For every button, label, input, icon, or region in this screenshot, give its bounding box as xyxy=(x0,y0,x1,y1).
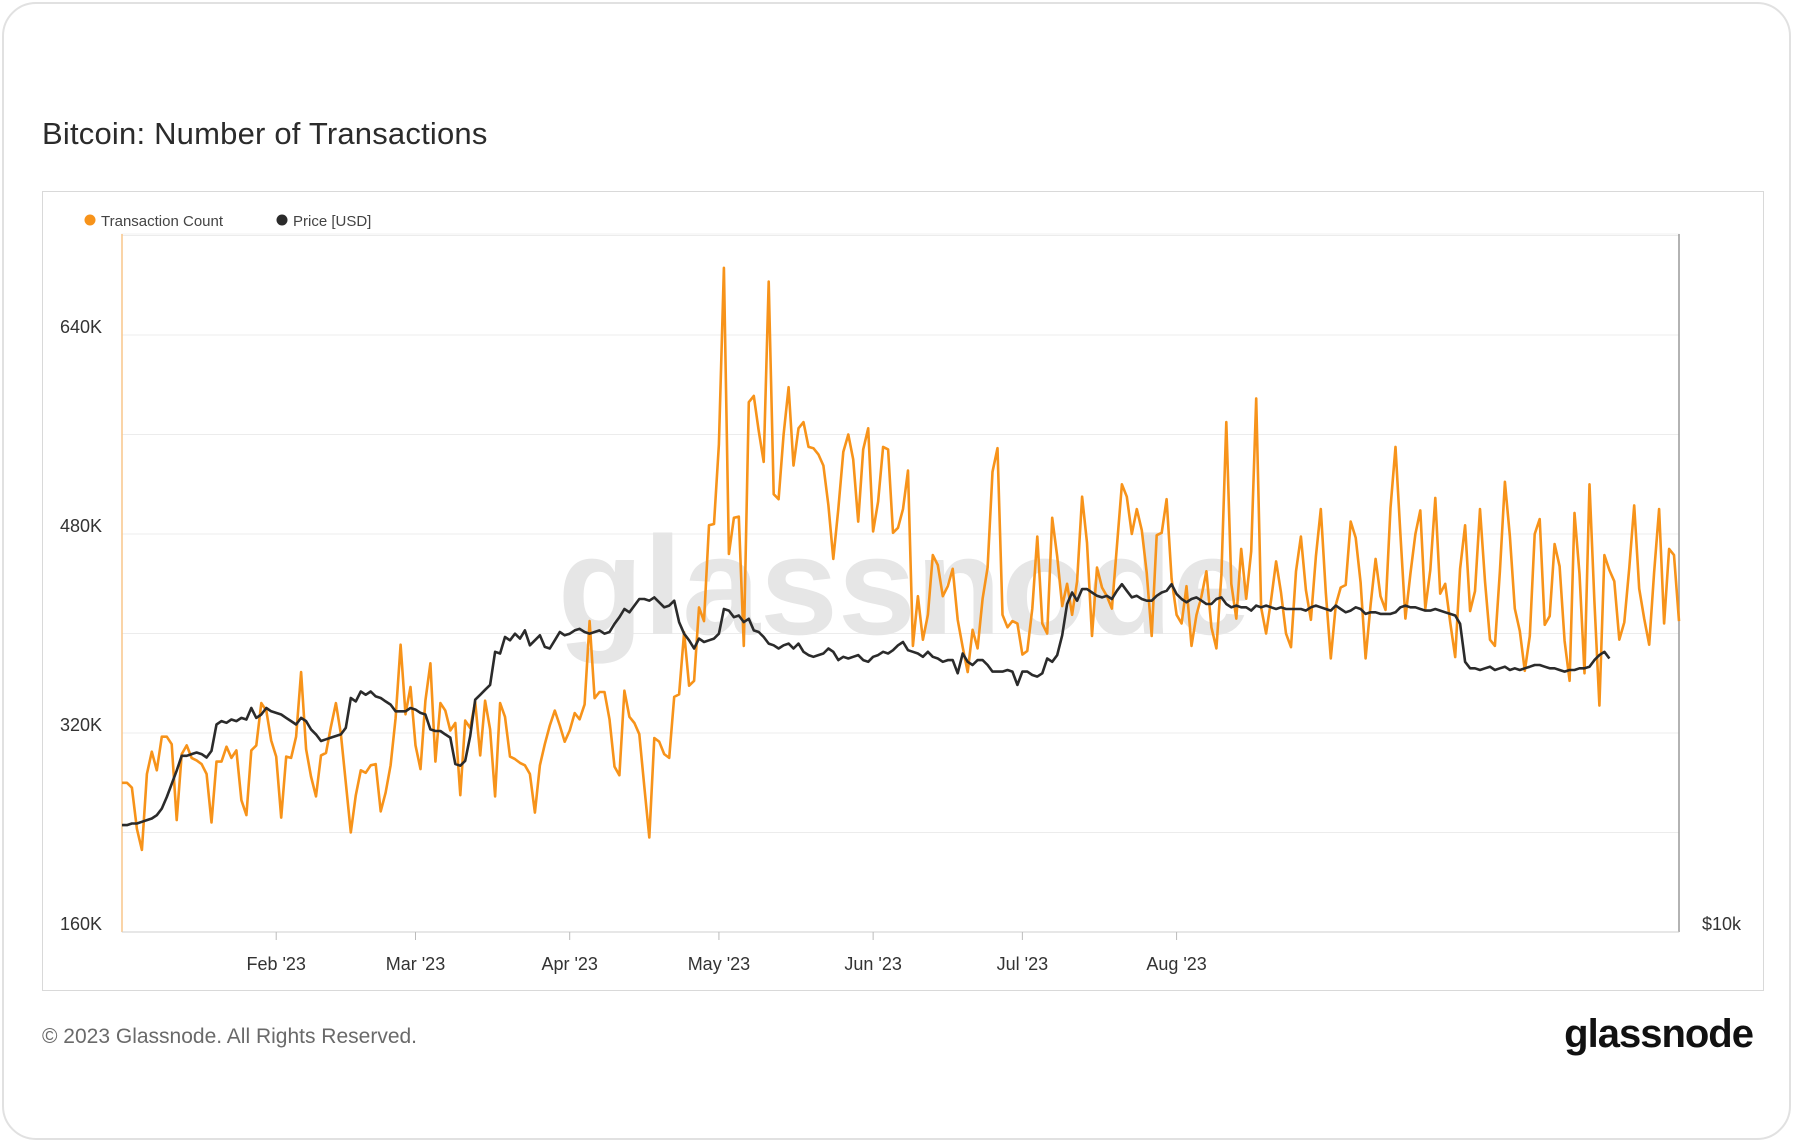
x-tick-label: Apr '23 xyxy=(541,954,597,974)
y-left-tick-label: 320K xyxy=(60,715,102,735)
legend-marker-price xyxy=(276,214,288,226)
series xyxy=(122,266,1681,852)
chart-frame xyxy=(42,191,1764,991)
transaction-count-line xyxy=(122,266,1681,852)
legend-label-transactions: Transaction Count xyxy=(101,213,224,230)
footer-copyright: © 2023 Glassnode. All Rights Reserved. xyxy=(42,1025,418,1048)
chart-svg: glassnode Feb '23 Mar '23 Apr '23 May '23 Ju… xyxy=(60,213,1742,974)
x-tick-label: Jul '23 xyxy=(997,954,1048,974)
y-right-tick-label: $10k xyxy=(1702,914,1742,934)
y-left-tick-label: 640K xyxy=(60,317,102,337)
x-tick-label: Mar '23 xyxy=(386,954,445,974)
x-tick-label: Jun '23 xyxy=(844,954,901,974)
x-tick-label: May '23 xyxy=(688,954,750,974)
tick-labels: Feb '23 Mar '23 Apr '23 May '23 Jun '23 Jul '… xyxy=(60,317,1742,974)
chart-title: Bitcoin: Number of Transactions xyxy=(42,116,488,151)
axes xyxy=(121,234,1680,940)
watermark: glassnode xyxy=(558,507,1250,664)
x-tick-label: Feb '23 xyxy=(246,954,305,974)
legend-label-price: Price [USD] xyxy=(293,213,371,230)
price-line xyxy=(122,582,1611,827)
y-left-tick-label: 480K xyxy=(60,516,102,536)
x-tick-label: Aug '23 xyxy=(1146,954,1207,974)
legend-marker-transactions xyxy=(84,214,96,226)
y-left-tick-label: 160K xyxy=(60,914,102,934)
glassnode-logo[interactable]: glassnode xyxy=(1564,1012,1754,1056)
legend: Transaction Count Price [USD] xyxy=(84,213,371,230)
